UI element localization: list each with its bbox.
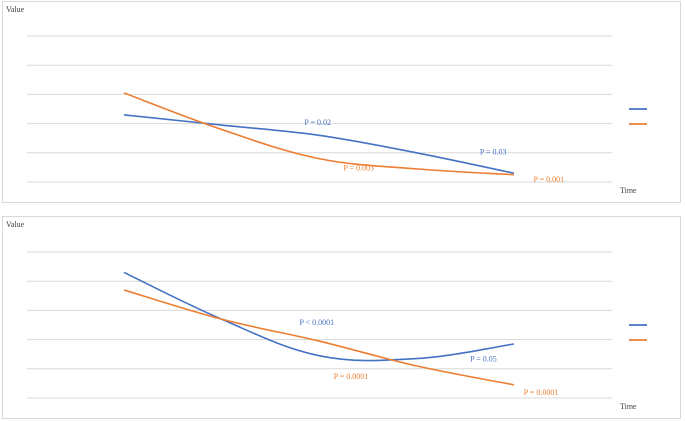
p-value-annotation: P = 0.003 [343, 163, 374, 172]
line-chart-top: Value Time P = 0.02 P = 0.03 P = 0.003 P = 0.… [2, 1, 681, 203]
series-line-1 [123, 271, 515, 362]
series-line-2 [123, 289, 515, 386]
p-value-annotation: P = 0.0001 [334, 372, 369, 381]
p-value-annotation: P = 0.0001 [524, 388, 559, 397]
x-axis-label: Time [620, 186, 637, 195]
series-line-2 [123, 92, 515, 176]
chart-svg-top: Value Time P = 0.02 P = 0.03 P = 0.003 P = 0.… [6, 5, 647, 195]
p-value-annotation: P = 0.02 [304, 118, 331, 127]
p-value-annotation: P = 0.001 [534, 175, 565, 184]
p-value-annotation: P = 0.05 [470, 355, 497, 364]
line-chart-bottom: Value Time P < 0.0001 P = 0.05 P = 0.0001 P =… [2, 216, 681, 419]
y-axis-label: Value [6, 220, 25, 229]
y-axis-label: Value [6, 5, 25, 14]
series-line-1 [123, 114, 515, 175]
x-axis-label: Time [620, 402, 637, 411]
p-value-annotation: P < 0.0001 [300, 318, 335, 327]
p-value-annotation: P = 0.03 [480, 147, 507, 156]
chart-svg-bottom: Value Time P < 0.0001 P = 0.05 P = 0.0001 P =… [6, 220, 647, 411]
